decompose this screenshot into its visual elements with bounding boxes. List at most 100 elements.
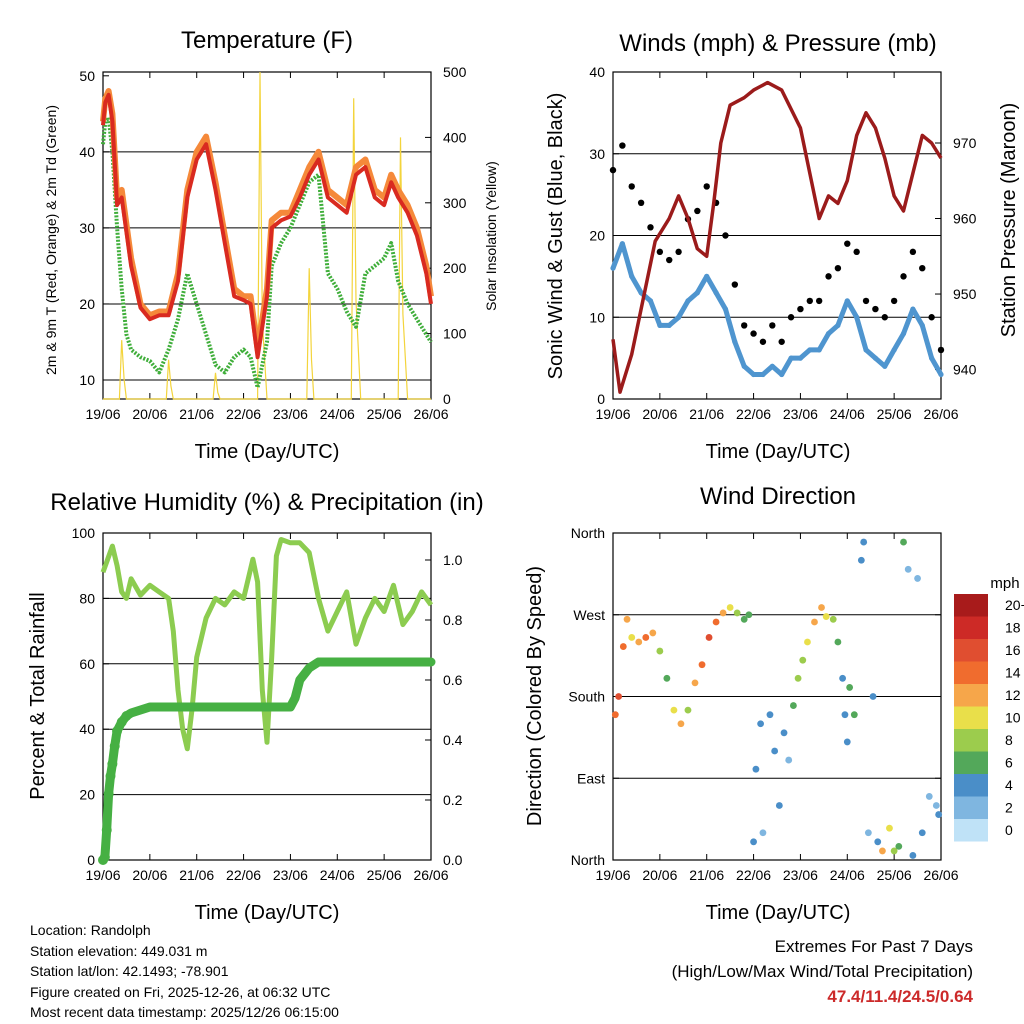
x-tick-label: 25/06 (877, 867, 912, 883)
wind-point (788, 355, 794, 361)
direction-point (726, 604, 734, 611)
direction-point (780, 729, 788, 737)
series-solar-insolation (103, 71, 431, 400)
direction-point (925, 793, 933, 800)
direction-point (860, 538, 868, 546)
direction-point (623, 615, 631, 623)
x-tick-label: 20/06 (132, 867, 167, 883)
legend-swatch (954, 594, 988, 617)
direction-point (799, 656, 807, 664)
winds-xlabel: Time (Day/UTC) (706, 441, 851, 463)
x-tick-label: 22/06 (226, 406, 261, 422)
x-tick-label: 25/06 (367, 406, 402, 422)
y2-tick-label: 950 (953, 286, 977, 302)
x-tick-label: 23/06 (783, 867, 818, 883)
direction-point (895, 842, 903, 850)
y-tick-label: 20 (589, 228, 605, 244)
direction-point (611, 711, 619, 719)
direction-point (818, 604, 825, 611)
wind-point (910, 306, 916, 312)
extremes-box: Extremes For Past 7 Days (High/Low/Max W… (672, 934, 973, 1009)
series-sonic-wind (610, 241, 944, 377)
y2-tick-label: 0.6 (443, 672, 463, 688)
direction-point (759, 829, 767, 837)
gust-point (656, 248, 664, 256)
gust-point (703, 183, 710, 190)
x-tick-label: 25/06 (877, 406, 912, 422)
y-tick-label: West (573, 607, 605, 623)
direction-point (766, 711, 774, 719)
y-tick-label: 10 (79, 372, 95, 388)
direction-point (822, 613, 830, 620)
wind-point (900, 331, 907, 337)
direction-point (757, 720, 764, 728)
x-tick-label: 26/06 (923, 867, 958, 883)
extremes-values: 47.4/11.4/24.5/0.64 (827, 987, 973, 1006)
direction-point (846, 684, 854, 691)
humidity-panel: Relative Humidity (%) & Precipitation (i… (27, 489, 484, 924)
y-tick-label: 30 (589, 146, 605, 162)
y-tick-label: 0 (87, 852, 95, 868)
x-tick-label: 19/06 (595, 406, 630, 422)
x-tick-label: 23/06 (783, 406, 818, 422)
direction-point (869, 693, 877, 700)
legend-swatch (954, 616, 988, 639)
legend-swatch (954, 706, 988, 729)
wind-point (760, 371, 766, 378)
x-tick-label: 20/06 (642, 867, 677, 883)
direction-point (839, 674, 846, 682)
wind-point (610, 265, 616, 271)
series-2m-t (101, 92, 433, 360)
direction-point (619, 643, 627, 650)
direction-point (909, 852, 917, 859)
gust-point (647, 224, 654, 231)
gust-point (825, 273, 832, 280)
wind-point (769, 363, 775, 369)
x-tick-label: 24/06 (830, 867, 865, 883)
y2-tick-label: 400 (443, 129, 467, 145)
y-tick-label: 40 (589, 64, 605, 80)
winds-title: Winds (mph) & Pressure (mb) (619, 30, 936, 57)
direction-point (740, 615, 748, 623)
gust-point (666, 256, 673, 264)
direction-point (705, 634, 713, 641)
gust-point (937, 346, 945, 354)
gust-point (787, 314, 795, 321)
direction-point (850, 711, 858, 719)
y2-tick-label: 1.0 (443, 552, 463, 568)
legend-swatch (954, 819, 988, 842)
x-tick-label: 26/06 (923, 406, 958, 422)
y-tick-label: South (568, 689, 605, 705)
winds-y2label: Station Pressure (Maroon) (998, 103, 1020, 338)
direction-point (712, 618, 720, 626)
gust-point (741, 322, 748, 329)
gust-point (778, 338, 785, 345)
gust-point (628, 183, 635, 190)
x-tick-label: 20/06 (132, 406, 167, 422)
y-tick-label: 20 (79, 296, 95, 312)
direction-point (750, 838, 757, 846)
station-latlon: Station lat/lon: 42.1493; -78.901 (30, 963, 229, 979)
x-tick-label: 19/06 (85, 867, 120, 883)
wind-point (882, 363, 888, 369)
x-tick-label: 21/06 (689, 406, 724, 422)
wind-point (676, 314, 682, 320)
legend-swatch (954, 751, 988, 774)
legend-label: 20+ (1005, 597, 1024, 613)
legend-swatch (954, 796, 988, 819)
legend-label: 10 (1005, 710, 1021, 726)
direction-point (890, 847, 898, 855)
y-tick-label: 20 (79, 787, 95, 803)
wind-point (863, 347, 869, 353)
precip-point (101, 825, 112, 835)
precip-point (121, 711, 132, 721)
direction-point (879, 847, 886, 855)
wind-point (929, 355, 935, 361)
temperature-plot: 19/06 20/06 21/06 22/06 23/06 24/06 25/06 26/06… (79, 64, 466, 422)
direction-point (935, 811, 943, 818)
y2-tick-label: 200 (443, 260, 467, 276)
y2-tick-label: 960 (953, 211, 977, 227)
gust-point (872, 305, 879, 313)
direction-point (874, 838, 882, 846)
